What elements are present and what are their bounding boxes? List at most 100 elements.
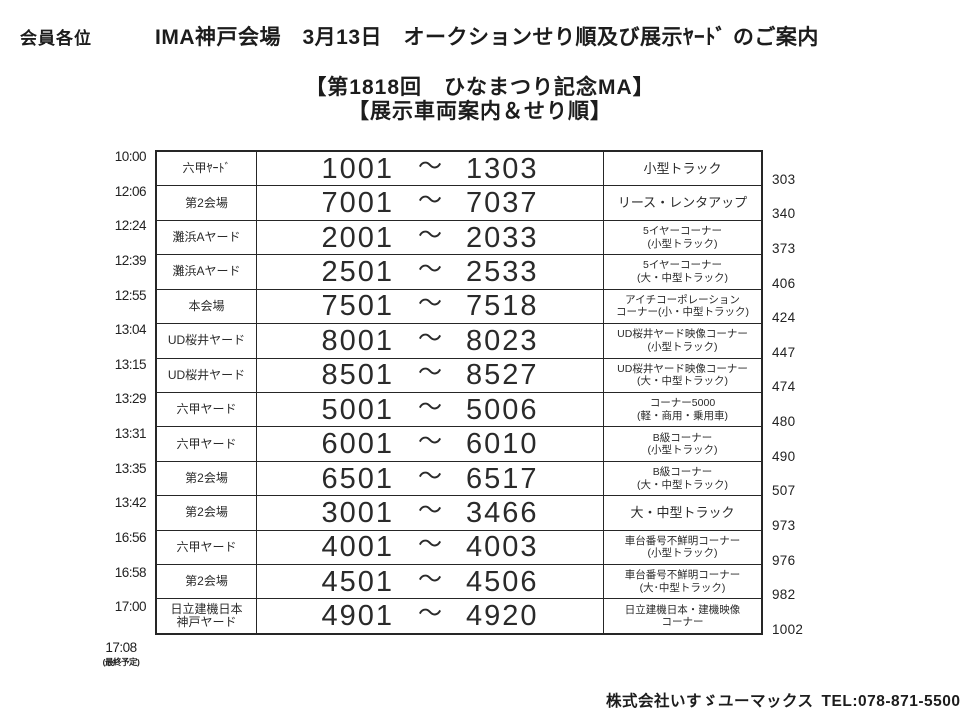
lot-end-number: 2033 <box>466 221 539 254</box>
lot-range-cell: 3001 ～ 3466 <box>257 496 603 529</box>
lot-start-number: 8001 <box>321 324 394 357</box>
auction-start-time: 12:55 <box>114 287 147 303</box>
table-row: 灘浜Aヤード 2001 ～ 2033 5イヤーコーナー (小型トラック) <box>157 220 761 256</box>
auction-start-time: 13:35 <box>114 460 147 476</box>
lot-range-cell: 5001 ～ 5006 <box>257 393 603 426</box>
category-cell: B級コーナー (大・中型トラック) <box>603 461 761 496</box>
table-row: 第2会場 7001 ～ 7037 リース・レンタアップ <box>157 186 761 221</box>
auction-start-time: 16:58 <box>114 564 147 580</box>
category-cell: リース・レンタアップ <box>603 186 761 220</box>
auction-start-time: 13:04 <box>114 322 147 338</box>
table-row: 第2会場 4501 ～ 4506 車台番号不鮮明コーナー (大･中型トラック) <box>157 565 761 600</box>
lot-end-number: 7037 <box>466 187 539 220</box>
lot-end-number: 8023 <box>466 324 539 357</box>
category-cell: 大・中型トラック <box>603 496 761 530</box>
lot-start-number: 3001 <box>321 496 394 529</box>
lot-range-cell: 4901 ～ 4920 <box>257 599 603 632</box>
cumulative-count: 976 <box>772 552 796 568</box>
range-tilde: ～ <box>418 531 442 559</box>
cumulative-count: 973 <box>772 518 796 534</box>
lot-range-cell: 8001 ～ 8023 <box>257 324 603 357</box>
page-title: IMA神戸会場 3月13日 オークションせり順及び展示ﾔｰﾄﾞ のご案内 <box>155 26 819 49</box>
venue-cell: 灘浜Aヤード <box>157 255 257 289</box>
lot-end-number: 2533 <box>466 255 539 288</box>
table-row: 第2会場 6501 ～ 6517 B級コーナー (大・中型トラック) <box>157 461 761 497</box>
category-cell: UD桜井ヤード映像コーナー (大・中型トラック) <box>603 358 761 392</box>
lot-start-number: 8501 <box>321 359 394 392</box>
cumulative-count: 447 <box>772 344 796 360</box>
venue-cell: 第2会場 <box>157 496 257 530</box>
range-tilde: ～ <box>418 221 442 249</box>
event-title: 【第1818回 ひなまつり記念MA】 <box>305 76 655 99</box>
auction-start-time: 16:56 <box>114 530 147 546</box>
event-title-block: 【第1818回 ひなまつり記念MA】 【展示車両案内＆せり順】 <box>0 76 960 124</box>
venue-cell: 六甲ヤード <box>157 392 257 427</box>
lot-range-cell: 2001 ～ 2033 <box>257 221 603 254</box>
range-tilde: ～ <box>418 359 442 387</box>
auction-start-time: 12:24 <box>114 218 147 234</box>
range-tilde: ～ <box>418 290 442 318</box>
lot-start-number: 1001 <box>321 152 394 185</box>
table-row: 六甲ヤード 4001 ～ 4003 車台番号不鮮明コーナー (小型トラック) <box>157 530 761 566</box>
cumulative-count: 490 <box>772 448 796 464</box>
table-row: 六甲ﾔｰﾄﾞ 1001 ～ 1303 小型トラック <box>157 152 761 187</box>
range-tilde: ～ <box>418 565 442 593</box>
telephone-number: TEL:078-871-5500 <box>821 693 960 710</box>
range-tilde: ～ <box>418 393 442 421</box>
range-tilde: ～ <box>418 496 442 524</box>
cumulative-count: 373 <box>772 240 796 256</box>
range-tilde: ～ <box>418 428 442 456</box>
count-column: 303 340 373 406 424 447 474 480 490 507 973 976 982 1… <box>772 150 832 636</box>
category-cell: 日立建機日本・建機映像 コーナー <box>603 599 761 633</box>
range-tilde: ～ <box>418 324 442 352</box>
lot-range-cell: 7501 ～ 7518 <box>257 290 603 323</box>
category-cell: コーナー5000 (軽・商用・乗用車) <box>603 392 761 427</box>
range-tilde: ～ <box>418 462 442 490</box>
table-row: 本会場 7501 ～ 7518 アイチコーポレーション コーナー(小・中型トラッ… <box>157 289 761 325</box>
lot-start-number: 7001 <box>321 187 394 220</box>
cumulative-count: 982 <box>772 587 796 603</box>
venue-cell: 六甲ヤード <box>157 530 257 565</box>
range-tilde: ～ <box>418 255 442 283</box>
category-cell: B級コーナー (小型トラック) <box>603 427 761 461</box>
venue-cell: 第2会場 <box>157 461 257 496</box>
lot-start-number: 6001 <box>321 428 394 461</box>
lot-end-number: 8527 <box>466 359 539 392</box>
lot-start-number: 2001 <box>321 221 394 254</box>
lot-end-number: 6010 <box>466 428 539 461</box>
range-tilde: ～ <box>418 152 442 180</box>
category-cell: アイチコーポレーション コーナー(小・中型トラック) <box>603 289 761 324</box>
auction-start-time: 12:06 <box>114 183 147 199</box>
range-tilde: ～ <box>418 187 442 215</box>
auction-start-time: 12:39 <box>114 252 147 268</box>
lot-start-number: 4901 <box>321 600 394 633</box>
auction-start-time: 13:42 <box>114 495 147 511</box>
lot-range-cell: 6001 ～ 6010 <box>257 427 603 460</box>
category-cell: 車台番号不鮮明コーナー (大･中型トラック) <box>603 565 761 599</box>
lot-end-number: 7518 <box>466 290 539 323</box>
final-time: 17:08 <box>105 640 137 655</box>
time-column: 10:00 12:06 12:24 12:39 12:55 13:04 13:15 13:29… <box>88 150 147 635</box>
lot-start-number: 4001 <box>321 531 394 564</box>
table-row: 第2会場 3001 ～ 3466 大・中型トラック <box>157 496 761 531</box>
lot-start-number: 2501 <box>321 255 394 288</box>
table-row: 六甲ヤード 6001 ～ 6010 B級コーナー (小型トラック) <box>157 427 761 462</box>
footer: 株式会社いすゞユーマックス TEL:078-871-5500 <box>606 689 960 711</box>
lot-end-number: 5006 <box>466 393 539 426</box>
final-time-block: 17:08 (最終予定) <box>90 641 152 668</box>
category-cell: 小型トラック <box>603 152 761 186</box>
venue-cell: UD桜井ヤード <box>157 324 257 358</box>
lot-end-number: 4003 <box>466 531 539 564</box>
lot-start-number: 6501 <box>321 462 394 495</box>
table-row: 六甲ヤード 5001 ～ 5006 コーナー5000 (軽・商用・乗用車) <box>157 392 761 428</box>
range-tilde: ～ <box>418 600 442 628</box>
lot-start-number: 4501 <box>321 565 394 598</box>
lot-range-cell: 4501 ～ 4506 <box>257 565 603 598</box>
cumulative-count: 474 <box>772 379 796 395</box>
lot-range-cell: 4001 ～ 4003 <box>257 531 603 564</box>
table-row: 日立建機日本 神戸ヤード 4901 ～ 4920 日立建機日本・建機映像 コーナ… <box>157 599 761 633</box>
category-cell: 車台番号不鮮明コーナー (小型トラック) <box>603 530 761 565</box>
lot-start-number: 5001 <box>321 393 394 426</box>
auction-start-time: 13:29 <box>114 391 147 407</box>
event-subtitle: 【展示車両案内＆せり順】 <box>348 100 612 123</box>
